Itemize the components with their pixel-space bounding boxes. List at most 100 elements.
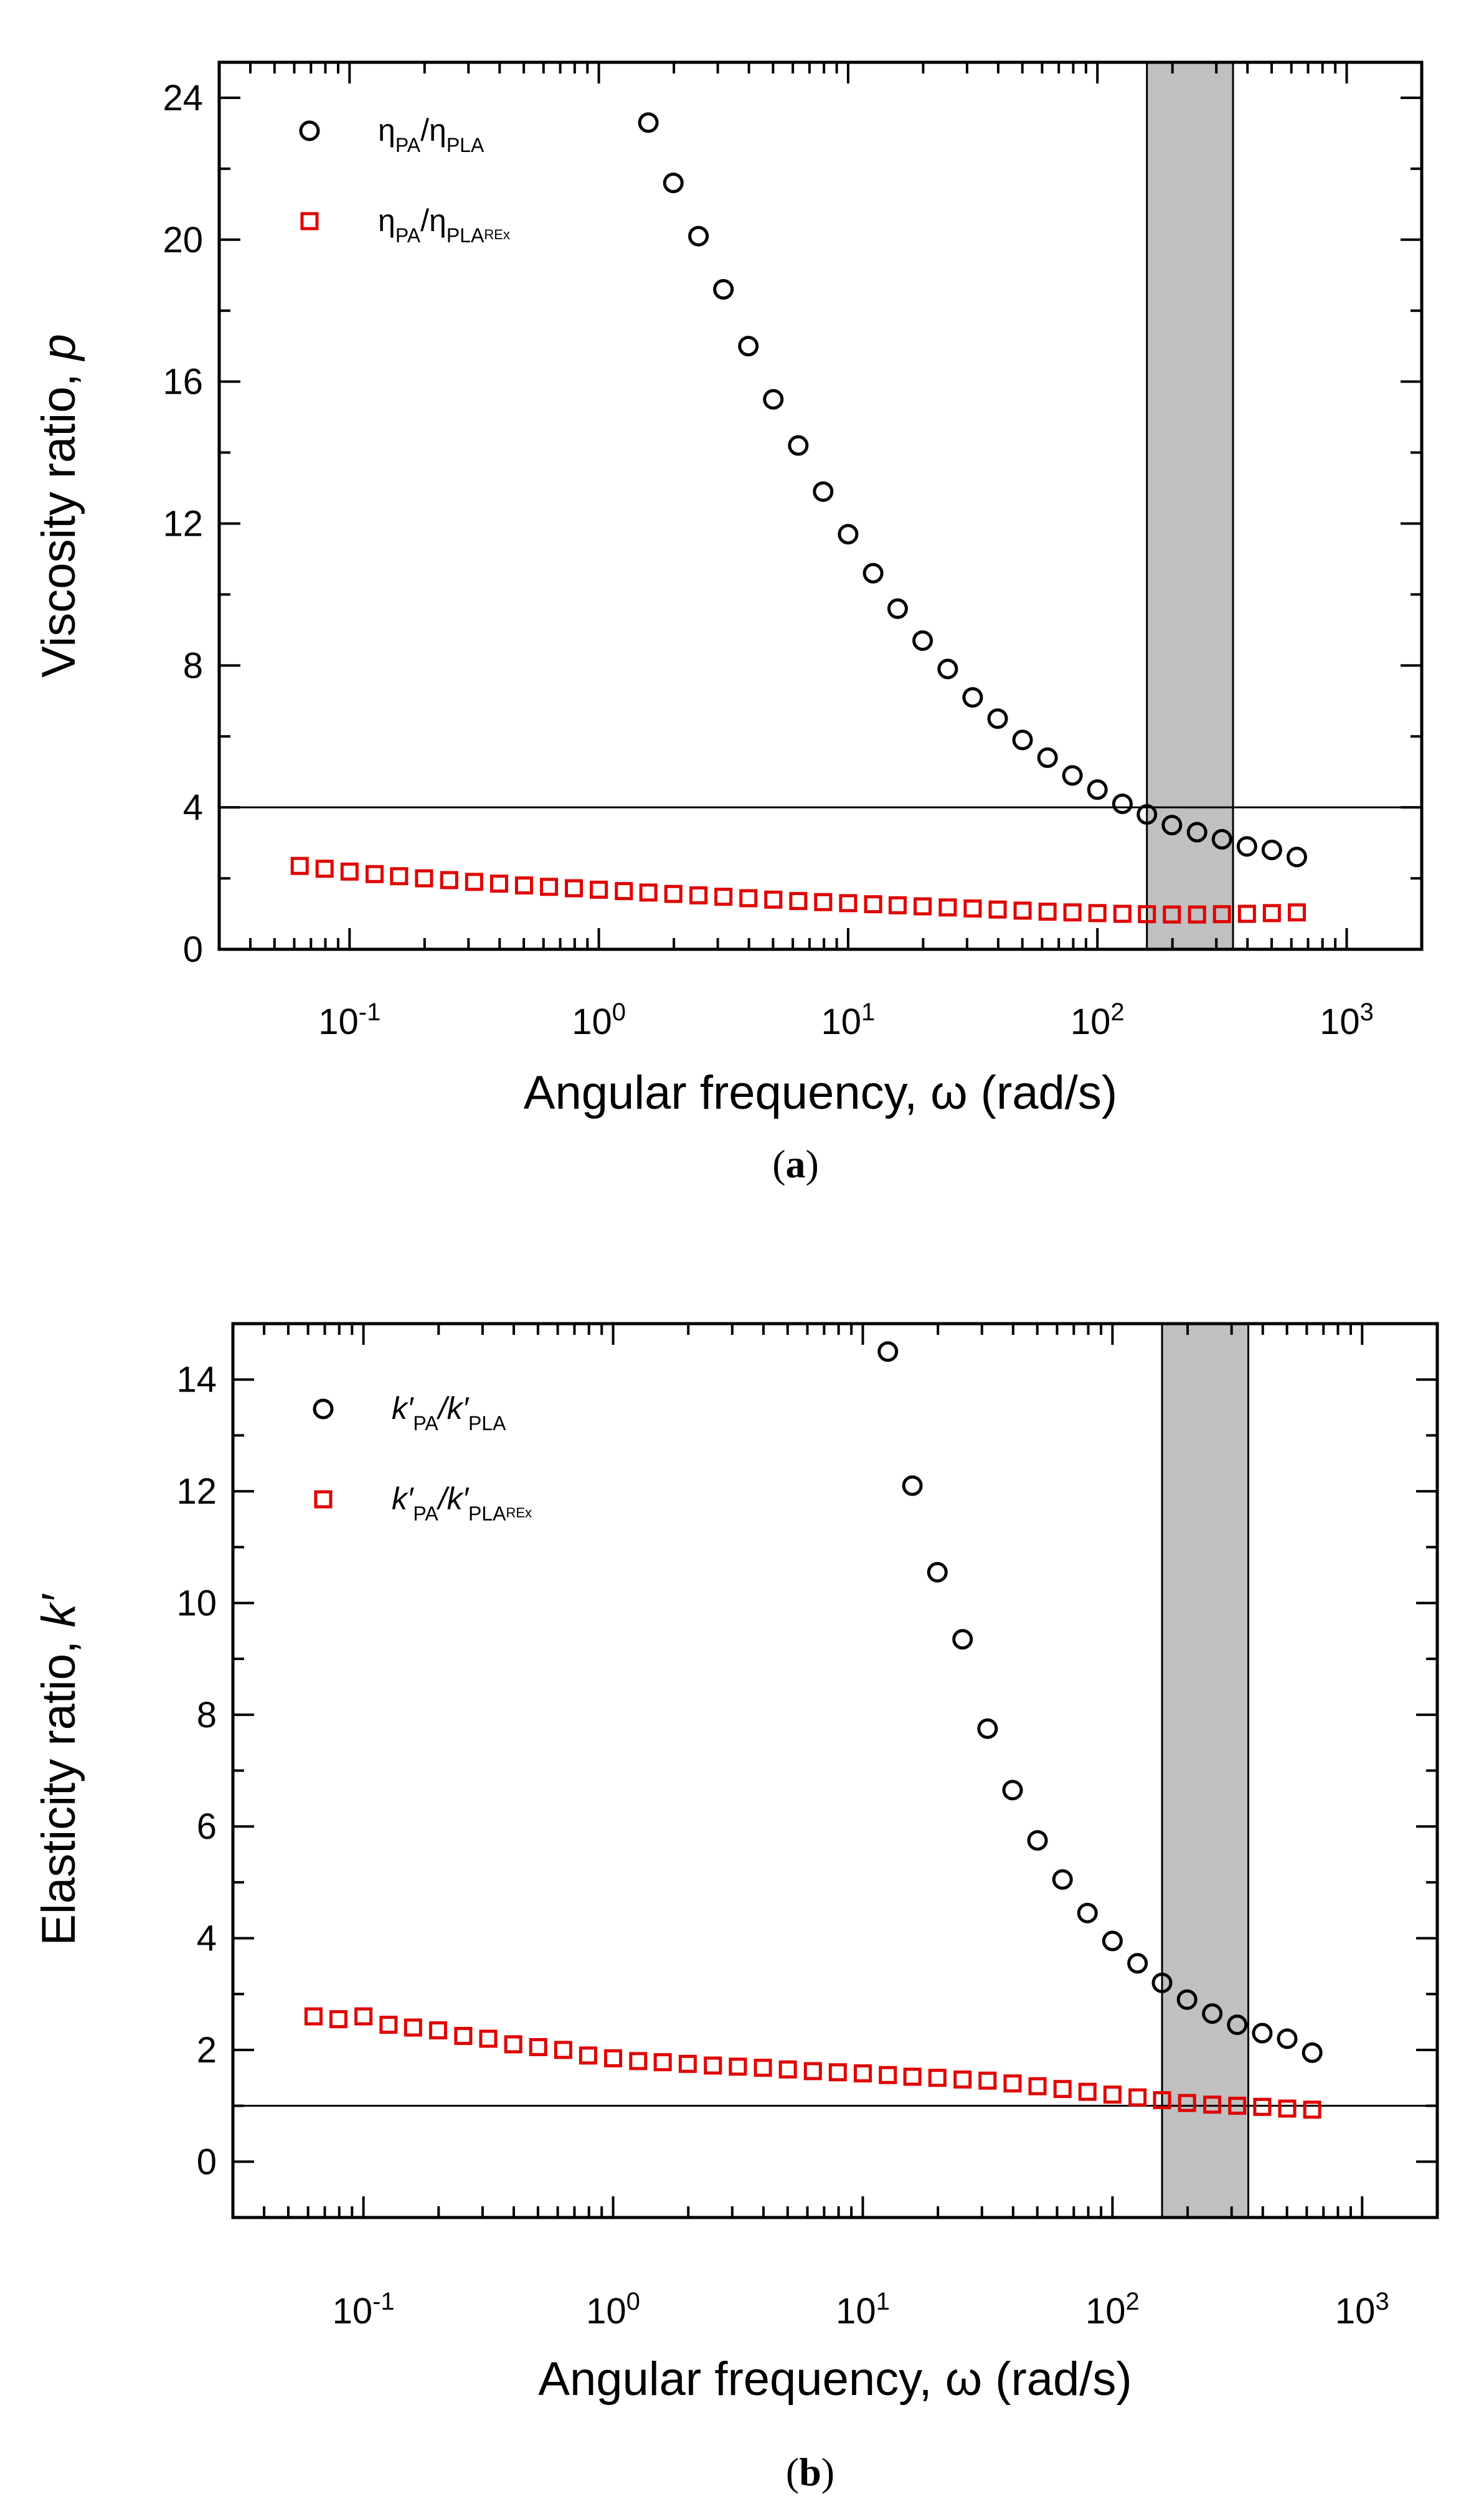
caption-paren: (: [772, 1142, 785, 1186]
y-tick-label: 12: [163, 503, 203, 544]
data-point: [813, 481, 834, 502]
data-point: [639, 883, 658, 902]
data-point: [688, 225, 709, 247]
data-point: [604, 2049, 623, 2067]
legend-symbol: /k′: [437, 1391, 470, 1426]
y-axis-title-main: Viscosity ratio,: [32, 360, 85, 678]
data-point: [1137, 804, 1158, 825]
data-point: [504, 2035, 522, 2054]
data-point: [354, 2007, 373, 2026]
y-axis-title: Viscosity ratio, p: [32, 334, 85, 678]
data-point: [1151, 1972, 1173, 1993]
y-tick-label: 4: [183, 787, 203, 828]
data-point: [1113, 904, 1132, 923]
data-point: [379, 2016, 398, 2034]
legend-subscript: REx: [484, 227, 510, 242]
x-tick-base: 10: [318, 1002, 359, 1042]
legend-subscript: PA: [413, 1502, 438, 1525]
x-tick-base: 10: [836, 2291, 876, 2331]
data-point: [864, 895, 882, 914]
caption-paren: ): [806, 1142, 819, 1186]
legend-symbol: η: [378, 203, 395, 238]
data-point: [489, 875, 508, 893]
data-point: [1178, 2094, 1196, 2112]
data-point: [1102, 1930, 1123, 1952]
data-point: [952, 1629, 973, 1650]
y-tick-label: 20: [163, 220, 203, 260]
x-tick-label: 101: [821, 998, 876, 1042]
data-point: [465, 873, 483, 891]
data-point: [540, 878, 559, 896]
data-point: [879, 2066, 897, 2084]
data-point: [1161, 815, 1183, 836]
data-point: [1202, 2003, 1223, 2024]
data-point: [290, 856, 309, 875]
data-point: [1027, 1830, 1048, 1851]
panel-caption: (a): [772, 1142, 819, 1186]
legend-marker: [299, 120, 320, 141]
y-tick-label: 0: [197, 2142, 217, 2182]
data-point: [729, 2057, 747, 2076]
data-point: [888, 896, 907, 914]
series-black-circles: [638, 112, 1307, 868]
data-point: [1112, 793, 1133, 814]
data-point: [1138, 905, 1156, 924]
caption-paren: (: [786, 2450, 799, 2494]
data-point: [440, 871, 458, 889]
data-point: [1252, 2023, 1273, 2044]
y-tick-label: 4: [197, 1919, 217, 1959]
x-axis-title: Angular frequency, ω (rad/s): [524, 1066, 1117, 1119]
legend-label: ηPA/ηPLAREx: [378, 203, 510, 247]
legend-label: k′PA/k′PLAREx: [392, 1481, 532, 1525]
x-tick-base: 10: [1320, 1002, 1360, 1042]
data-point: [828, 2063, 847, 2082]
x-tick-label: 100: [586, 2288, 640, 2331]
data-point: [1211, 828, 1232, 850]
x-tick-base: 10: [1070, 1002, 1111, 1042]
x-tick-base: 10: [821, 1002, 862, 1042]
data-point: [754, 2059, 772, 2077]
data-point: [1063, 903, 1082, 922]
data-point: [977, 1718, 998, 1739]
data-point: [1028, 2077, 1047, 2095]
data-point: [1002, 1780, 1023, 1801]
legend-label: ηPA/ηPLA: [378, 113, 484, 156]
x-tick-label: 103: [1320, 998, 1374, 1042]
legend-symbol: η: [378, 113, 395, 148]
data-point: [839, 894, 858, 913]
x-tick-label: 10-1: [333, 2288, 395, 2331]
data-point: [1037, 747, 1058, 768]
x-tick-label: 101: [836, 2288, 890, 2331]
legend-label: k′PA/k′PLA: [392, 1391, 506, 1435]
data-point: [1012, 729, 1033, 751]
x-tick-exp: 0: [626, 2288, 640, 2315]
data-point: [853, 2064, 872, 2083]
legend-marker: [314, 1490, 333, 1509]
shaded-band: [1161, 1322, 1250, 2219]
data-point: [938, 898, 957, 917]
y-tick-label: 24: [163, 78, 203, 118]
x-tick-exp: 3: [1375, 2288, 1389, 2315]
data-point: [565, 879, 584, 898]
data-point: [1088, 904, 1107, 923]
data-point: [902, 1475, 923, 1496]
data-point: [315, 860, 334, 878]
legend-symbol: k′: [392, 1481, 414, 1516]
legend-symbol: /k′: [437, 1481, 470, 1516]
x-tick-base: 10: [333, 2291, 373, 2331]
y-tick-label: 6: [197, 1806, 217, 1847]
y-tick-label: 16: [163, 362, 203, 402]
data-point: [1278, 2099, 1297, 2118]
legend-marker: [313, 1398, 334, 1420]
y-tick-label: 0: [183, 929, 203, 970]
data-point: [1188, 905, 1206, 924]
data-point: [738, 336, 759, 357]
data-point: [1038, 903, 1057, 921]
data-point: [987, 708, 1008, 729]
data-point: [590, 880, 608, 899]
y-axis-title-var: p: [32, 334, 85, 361]
data-point: [1227, 2014, 1248, 2036]
data-point: [788, 435, 809, 456]
data-point: [704, 2056, 722, 2075]
data-point: [479, 2029, 498, 2048]
